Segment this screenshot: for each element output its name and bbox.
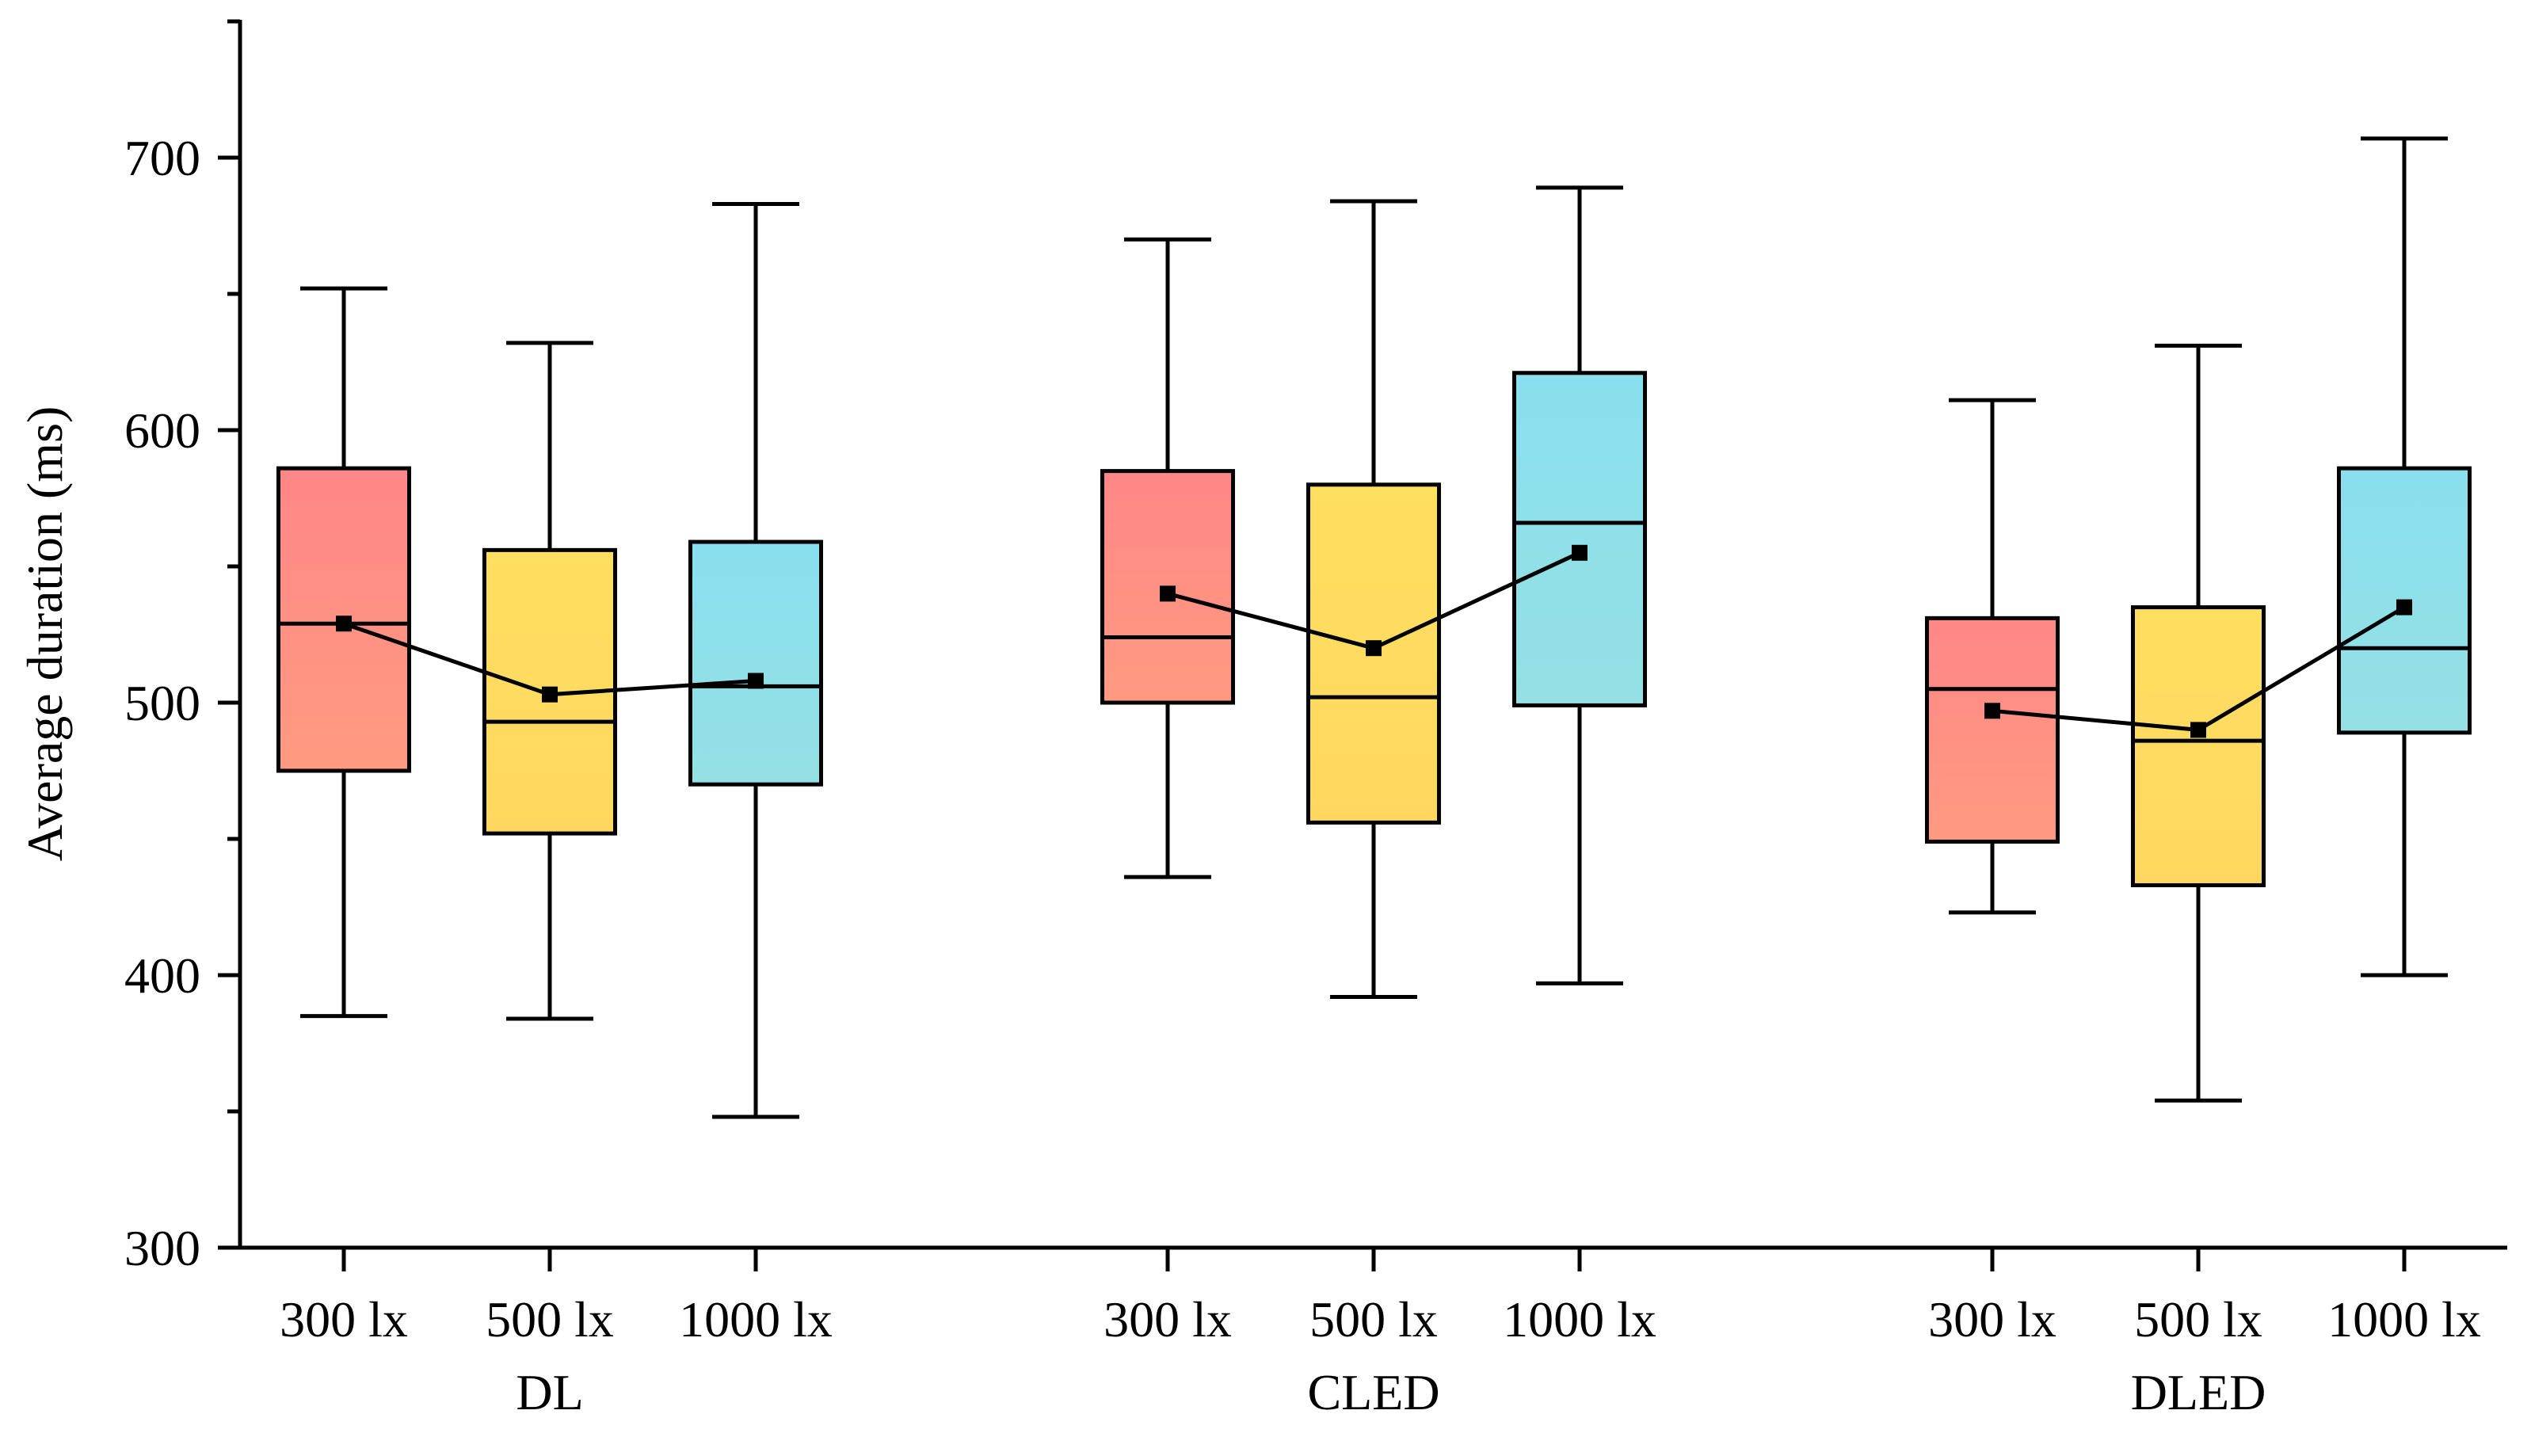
x-tick-label: 500 lx	[1309, 1291, 1438, 1347]
mean-marker	[1366, 640, 1382, 657]
box-cled-1000lx	[1512, 371, 1647, 707]
mean-marker	[1160, 585, 1176, 602]
y-axis-title: Average duration (ms)	[17, 406, 73, 862]
group-label-cled: CLED	[1307, 1364, 1439, 1420]
x-tick-label: 300 lx	[280, 1291, 408, 1347]
x-tick-label: 300 lx	[1104, 1291, 1232, 1347]
mean-marker	[1984, 703, 2000, 719]
x-tick-label: 1000 lx	[2327, 1291, 2481, 1347]
group-label-dled: DLED	[2131, 1364, 2266, 1420]
y-tick-label: 500	[124, 675, 200, 731]
box-dled-300lx	[1925, 616, 2060, 844]
box-dl-1000lx	[688, 539, 823, 787]
mean-marker	[748, 673, 764, 689]
y-tick-label: 600	[124, 402, 200, 459]
x-tick-label: 300 lx	[1928, 1291, 2056, 1347]
group-label-dl: DL	[516, 1364, 583, 1420]
mean-marker	[1572, 544, 1588, 561]
x-tick-label: 500 lx	[2134, 1291, 2262, 1347]
mean-marker	[2190, 722, 2206, 738]
mean-marker	[336, 616, 352, 632]
x-tick-label: 1000 lx	[679, 1291, 833, 1347]
mean-marker	[2396, 599, 2412, 616]
box-dled-500lx	[2131, 605, 2266, 887]
x-tick-label: 500 lx	[486, 1291, 614, 1347]
plot-area: 300 400 500 600 700 300 lx 500 lx 1000 lx DL 300 …	[124, 19, 2507, 1420]
y-tick-label: 400	[124, 947, 200, 1004]
x-tick-label: 1000 lx	[1503, 1291, 1656, 1347]
mean-marker	[542, 686, 558, 703]
y-tick-label: 300	[124, 1220, 200, 1276]
y-tick-label: 700	[124, 130, 200, 186]
